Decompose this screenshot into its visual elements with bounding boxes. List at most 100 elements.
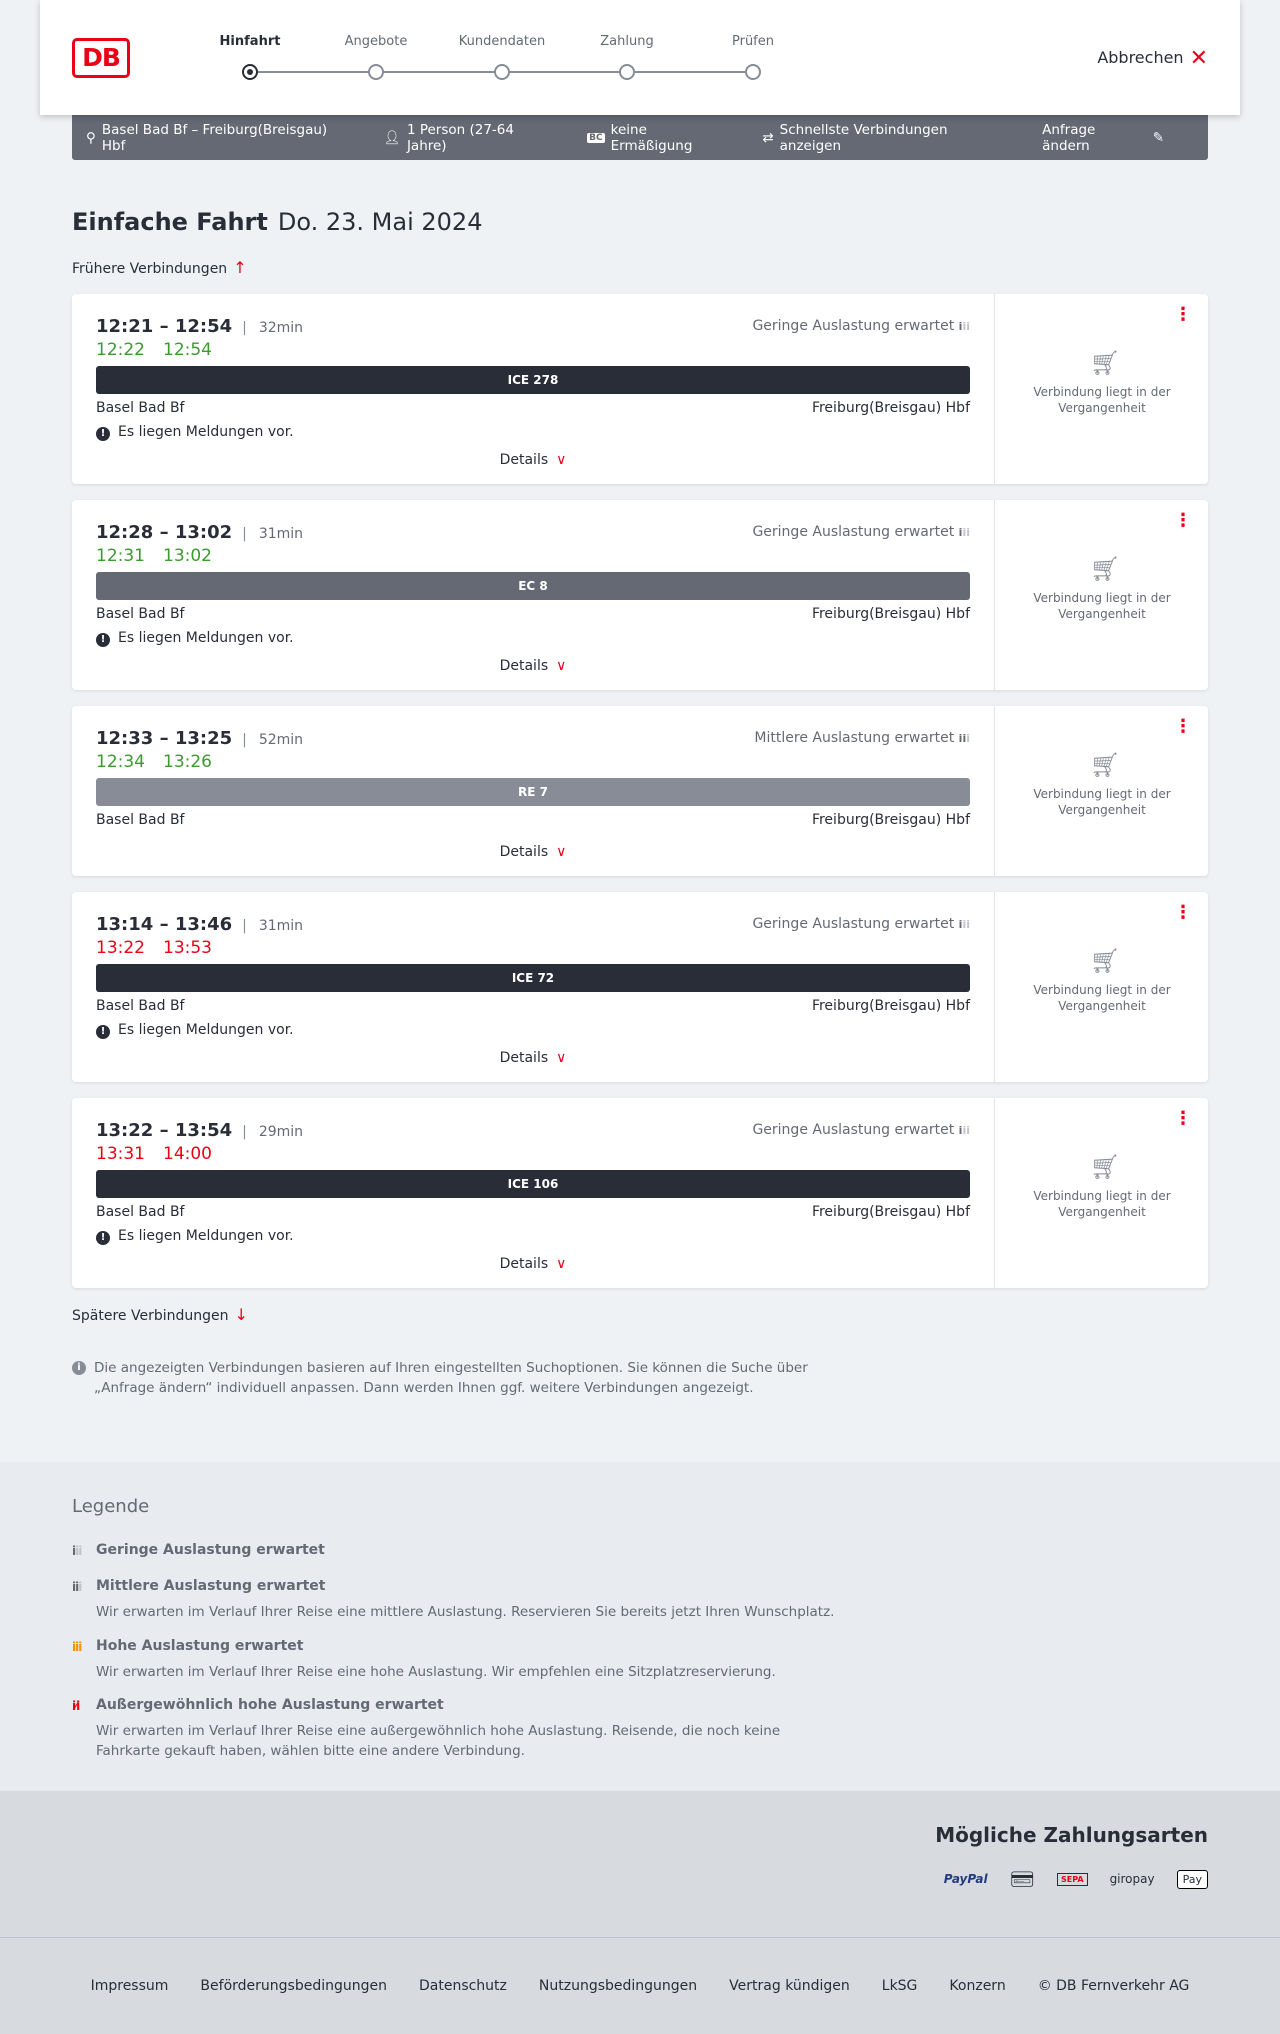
details-label: Details [499, 1256, 549, 1272]
connection-times: 13:14 – 13:46 31min [96, 914, 303, 935]
step-dot-active [242, 64, 258, 80]
later-connections-link[interactable]: Spätere Verbindungen ↓ [72, 1305, 248, 1324]
connection-times: 12:28 – 13:02 31min [96, 522, 303, 543]
trip-type: Einfache Fahrt [72, 208, 268, 236]
train-bar[interactable]: RE 7 [96, 778, 970, 806]
connection-main: 12:21 – 12:54 32min Geringe Auslastung er… [96, 294, 970, 484]
alert-icon: ! [96, 427, 110, 441]
connection-card[interactable]: 12:33 – 13:25 52min Mittlere Auslastung e… [72, 706, 1208, 876]
arrival-station: Freiburg(Breisgau) Hbf [811, 1204, 970, 1220]
db-logo[interactable]: DB [72, 38, 130, 78]
train-bar[interactable]: ICE 106 [96, 1170, 970, 1198]
past-connection-notice: Verbindung liegt in der Vergangenheit [1033, 787, 1171, 817]
realtime-times: 13:22 13:53 [96, 938, 230, 958]
details-toggle[interactable]: Details ∨ [96, 452, 970, 468]
connection-card[interactable]: 12:21 – 12:54 32min Geringe Auslastung er… [72, 294, 1208, 484]
occupancy-info: Geringe Auslastung erwartet iii [752, 524, 970, 540]
legend-item-title: Außergewöhnlich hohe Auslastung erwartet [96, 1697, 444, 1713]
chevron-down-icon: ∨ [556, 658, 567, 674]
chevron-down-icon: ∨ [556, 844, 567, 860]
earlier-connections-link[interactable]: Frühere Verbindungen ↑ [72, 258, 247, 277]
footer-link-impressum[interactable]: Impressum [90, 1978, 169, 1994]
arrow-down-icon: ↓ [234, 1305, 248, 1324]
connection-main: 12:33 – 13:25 52min Mittlere Auslastung e… [96, 706, 970, 876]
edit-request-button[interactable]: Anfrage ändern ✎ [1042, 122, 1164, 154]
scheduled-times: 13:22 – 13:54 [96, 1120, 233, 1141]
details-label: Details [499, 1050, 549, 1066]
connection-times: 12:33 – 13:25 52min [96, 728, 303, 749]
footer-link-befoerderungsbedingungen[interactable]: Beförderungsbedingungen [200, 1978, 387, 1994]
scheduled-times: 12:21 – 12:54 [96, 316, 233, 337]
realtime-times: 13:31 14:00 [96, 1144, 230, 1164]
more-options-icon[interactable]: ⋮ [1174, 304, 1192, 325]
departure-station: Basel Bad Bf [96, 1204, 185, 1220]
details-label: Details [499, 452, 549, 468]
details-toggle[interactable]: Details ∨ [96, 658, 970, 674]
step-hinfahrt: Hinfahrt [219, 34, 281, 49]
apple-pay-logo: Pay [1176, 1869, 1208, 1889]
more-options-icon[interactable]: ⋮ [1174, 716, 1192, 737]
legend-item-title: Hohe Auslastung erwartet [96, 1638, 304, 1654]
occupancy-exceptional-icon: i⁄i [72, 1699, 80, 1713]
connection-card[interactable]: 13:22 – 13:54 29min Geringe Auslastung er… [72, 1098, 1208, 1288]
occupancy-info: Geringe Auslastung erwartet iii [752, 916, 970, 932]
connection-card[interactable]: 13:14 – 13:46 31min Geringe Auslastung er… [72, 892, 1208, 1082]
step-kundendaten: Kundendaten [458, 34, 546, 49]
paypal-logo: PayPal [943, 1872, 988, 1886]
location-pin-icon: ⚲ [86, 129, 96, 146]
message-text: Es liegen Meldungen vor. [118, 1228, 294, 1244]
occupancy-info: Geringe Auslastung erwartet iii [752, 1122, 970, 1138]
step-dot [494, 64, 510, 80]
more-options-icon[interactable]: ⋮ [1174, 902, 1192, 923]
connection-times: 12:21 – 12:54 32min [96, 316, 303, 337]
occupancy-label: Mittlere Auslastung erwartet [754, 730, 955, 746]
details-toggle[interactable]: Details ∨ [96, 1050, 970, 1066]
departure-station: Basel Bad Bf [96, 998, 185, 1014]
connection-times: 13:22 – 13:54 29min [96, 1120, 303, 1141]
connection-main: 12:28 – 13:02 31min Geringe Auslastung er… [96, 500, 970, 690]
step-pruefen: Prüfen [731, 34, 774, 49]
realtime-arrival: 13:53 [163, 938, 212, 958]
occupancy-icon: iii [958, 320, 970, 333]
realtime-arrival: 14:00 [163, 1144, 212, 1164]
departure-station: Basel Bad Bf [96, 400, 185, 416]
legend-item-desc: Wir erwarten im Verlauf Ihrer Reise eine… [96, 1723, 781, 1759]
train-bar[interactable]: ICE 72 [96, 964, 970, 992]
credit-card-icon: 💳︎ [1009, 1867, 1036, 1891]
footer-link-konzern[interactable]: Konzern [949, 1978, 1006, 1994]
discount: keine Ermäßigung [610, 121, 693, 154]
more-options-icon[interactable]: ⋮ [1174, 1108, 1192, 1129]
connection-card[interactable]: 12:28 – 13:02 31min Geringe Auslastung er… [72, 500, 1208, 690]
fastest-option[interactable]: Schnellste Verbindungen anzeigen [779, 121, 948, 154]
occupancy-info: Geringe Auslastung erwartet iii [752, 318, 970, 334]
step-dot [619, 64, 635, 80]
arrival-station: Freiburg(Breisgau) Hbf [811, 606, 970, 622]
footer-link-nutzungsbedingungen[interactable]: Nutzungsbedingungen [538, 1978, 698, 1994]
duration: 29min [242, 1124, 303, 1140]
sepa-icon: SEPA [1057, 1872, 1088, 1886]
chevron-down-icon: ∨ [556, 452, 567, 468]
chevron-down-icon: ∨ [556, 1050, 567, 1066]
footer-link-lksg[interactable]: LkSG [881, 1978, 918, 1994]
messages-notice: ! Es liegen Meldungen vor. [96, 424, 294, 441]
cancel-button[interactable]: Abbrechen ✕ [1097, 46, 1208, 71]
booking-panel: ⋮ 🛒︎ Verbindung liegt in der Vergangenhe… [994, 1098, 1208, 1288]
footer-link-vertrag-kuendigen[interactable]: Vertrag kündigen [729, 1978, 850, 1994]
scheduled-times: 12:28 – 13:02 [96, 522, 233, 543]
train-bar[interactable]: EC 8 [96, 572, 970, 600]
details-toggle[interactable]: Details ∨ [96, 844, 970, 860]
booking-panel: ⋮ 🛒︎ Verbindung liegt in der Vergangenhe… [994, 294, 1208, 484]
realtime-arrival: 13:02 [163, 546, 212, 566]
duration: 32min [242, 320, 303, 336]
past-connection-notice: Verbindung liegt in der Vergangenheit [1033, 1189, 1171, 1219]
details-toggle[interactable]: Details ∨ [96, 1256, 970, 1272]
realtime-departure: 12:34 [96, 752, 145, 772]
messages-notice: ! Es liegen Meldungen vor. [96, 630, 294, 647]
train-bar[interactable]: ICE 278 [96, 366, 970, 394]
legend-item-high: iii Hohe Auslastung erwartet Wir erwarten … [72, 1638, 872, 1682]
footer-link-datenschutz[interactable]: Datenschutz [418, 1978, 507, 1994]
legend-item-low: iii Geringe Auslastung erwartet [72, 1542, 872, 1558]
more-options-icon[interactable]: ⋮ [1174, 510, 1192, 531]
cancel-label: Abbrechen [1097, 48, 1184, 67]
connection-main: 13:14 – 13:46 31min Geringe Auslastung er… [96, 892, 970, 1082]
